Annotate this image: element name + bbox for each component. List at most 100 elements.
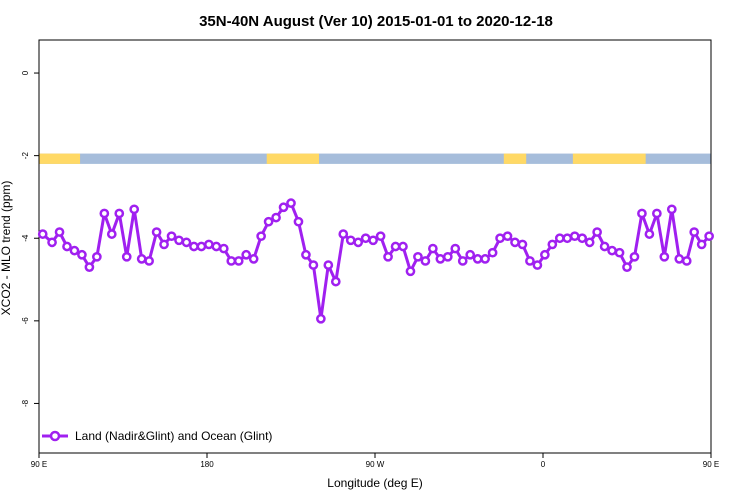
data-point (360, 233, 371, 244)
data-point (338, 229, 349, 239)
data-point (330, 276, 341, 287)
data-point (457, 256, 468, 266)
data-point (144, 256, 154, 266)
data-point (353, 237, 364, 248)
land-band-segment (572, 153, 646, 164)
data-point (308, 260, 319, 270)
data-point (644, 229, 655, 239)
data-point (652, 208, 662, 219)
data-point (196, 241, 207, 252)
x-tick-label: 90 W (366, 460, 385, 469)
chart-title: 35N-40N August (Ver 10) 2015-01-01 to 20… (199, 13, 553, 30)
data-point (375, 231, 386, 242)
data-point (569, 231, 580, 242)
x-tick-label: 90 E (31, 460, 47, 469)
data-point (84, 262, 95, 272)
y-axis: 0 -2 -4 -6 -8 (21, 70, 39, 407)
data-point (502, 231, 513, 242)
data-point (263, 216, 274, 227)
data-point (248, 254, 259, 264)
data-point (689, 227, 700, 237)
data-point (256, 231, 266, 242)
data-point (301, 249, 311, 260)
data-point (323, 260, 334, 270)
data-point (271, 212, 281, 223)
data-point (345, 235, 356, 246)
data-point (233, 256, 244, 266)
data-point (47, 237, 57, 248)
data-point (241, 249, 252, 260)
data-point (525, 256, 535, 266)
data-point (666, 204, 677, 215)
data-point (465, 249, 476, 260)
data-point (435, 254, 446, 264)
data-point (592, 227, 602, 237)
data-point (510, 237, 520, 248)
land-band-segment (39, 153, 81, 164)
data-point (547, 239, 558, 250)
data-point (218, 243, 229, 254)
data-point (413, 251, 423, 262)
data-point (696, 239, 707, 250)
data-point (129, 204, 140, 215)
data-point (405, 266, 416, 277)
data-point (106, 229, 117, 239)
data-point (151, 227, 162, 237)
data-point (189, 241, 199, 252)
data-point (622, 262, 632, 272)
data-point (398, 241, 408, 252)
data-point (316, 313, 326, 324)
data-point (450, 243, 461, 254)
legend-entry: Land (Nadir&Glint) and Ocean (Glint) (75, 429, 272, 443)
ocean-band (39, 153, 711, 164)
data-point (480, 254, 490, 264)
data-point (637, 208, 647, 219)
data-point (37, 229, 48, 239)
data-point (607, 245, 617, 256)
data-point (540, 249, 550, 260)
data-point (629, 251, 640, 262)
data-point (92, 251, 102, 262)
y-tick-label: -2 (21, 152, 30, 160)
data-point (532, 260, 543, 270)
data-point (420, 256, 431, 266)
data-point (554, 233, 565, 244)
data-point (166, 231, 177, 242)
y-tick-label: -4 (21, 234, 30, 242)
data-point (517, 239, 528, 250)
legend-marker-symbol (49, 430, 61, 442)
y-tick-label: -8 (21, 399, 30, 407)
data-point (704, 231, 714, 242)
data-point (286, 198, 296, 208)
y-tick-label: 0 (21, 70, 30, 75)
data-point (577, 233, 588, 244)
data-point (278, 202, 289, 213)
data-point (62, 241, 72, 252)
y-axis-label: XCO2 - MLO trend (ppm) (0, 181, 13, 316)
data-point (599, 241, 610, 252)
data-point (114, 208, 125, 219)
data-point (442, 251, 453, 262)
data-point (562, 233, 573, 244)
land-ocean-band (39, 153, 711, 164)
data-point (390, 241, 401, 252)
land-band-segment (503, 153, 527, 164)
data-point (181, 237, 192, 248)
data-point (54, 227, 65, 237)
data-point (174, 235, 184, 246)
x-axis: 90 E 180 90 W 0 90 E (31, 453, 719, 469)
data-point (293, 216, 304, 227)
data-point (584, 237, 595, 248)
data-point (226, 256, 237, 266)
data-point (472, 254, 483, 264)
data-point (659, 251, 670, 262)
data-point (99, 208, 110, 219)
legend: Land (Nadir&Glint) and Ocean (Glint) (42, 429, 272, 443)
data-point (69, 245, 80, 256)
data-point (681, 256, 692, 266)
x-tick-label: 180 (200, 460, 214, 469)
y-tick-label: -6 (21, 317, 30, 325)
land-band-segment (266, 153, 319, 164)
x-axis-label: Longitude (deg E) (327, 476, 422, 490)
data-point (136, 254, 147, 264)
